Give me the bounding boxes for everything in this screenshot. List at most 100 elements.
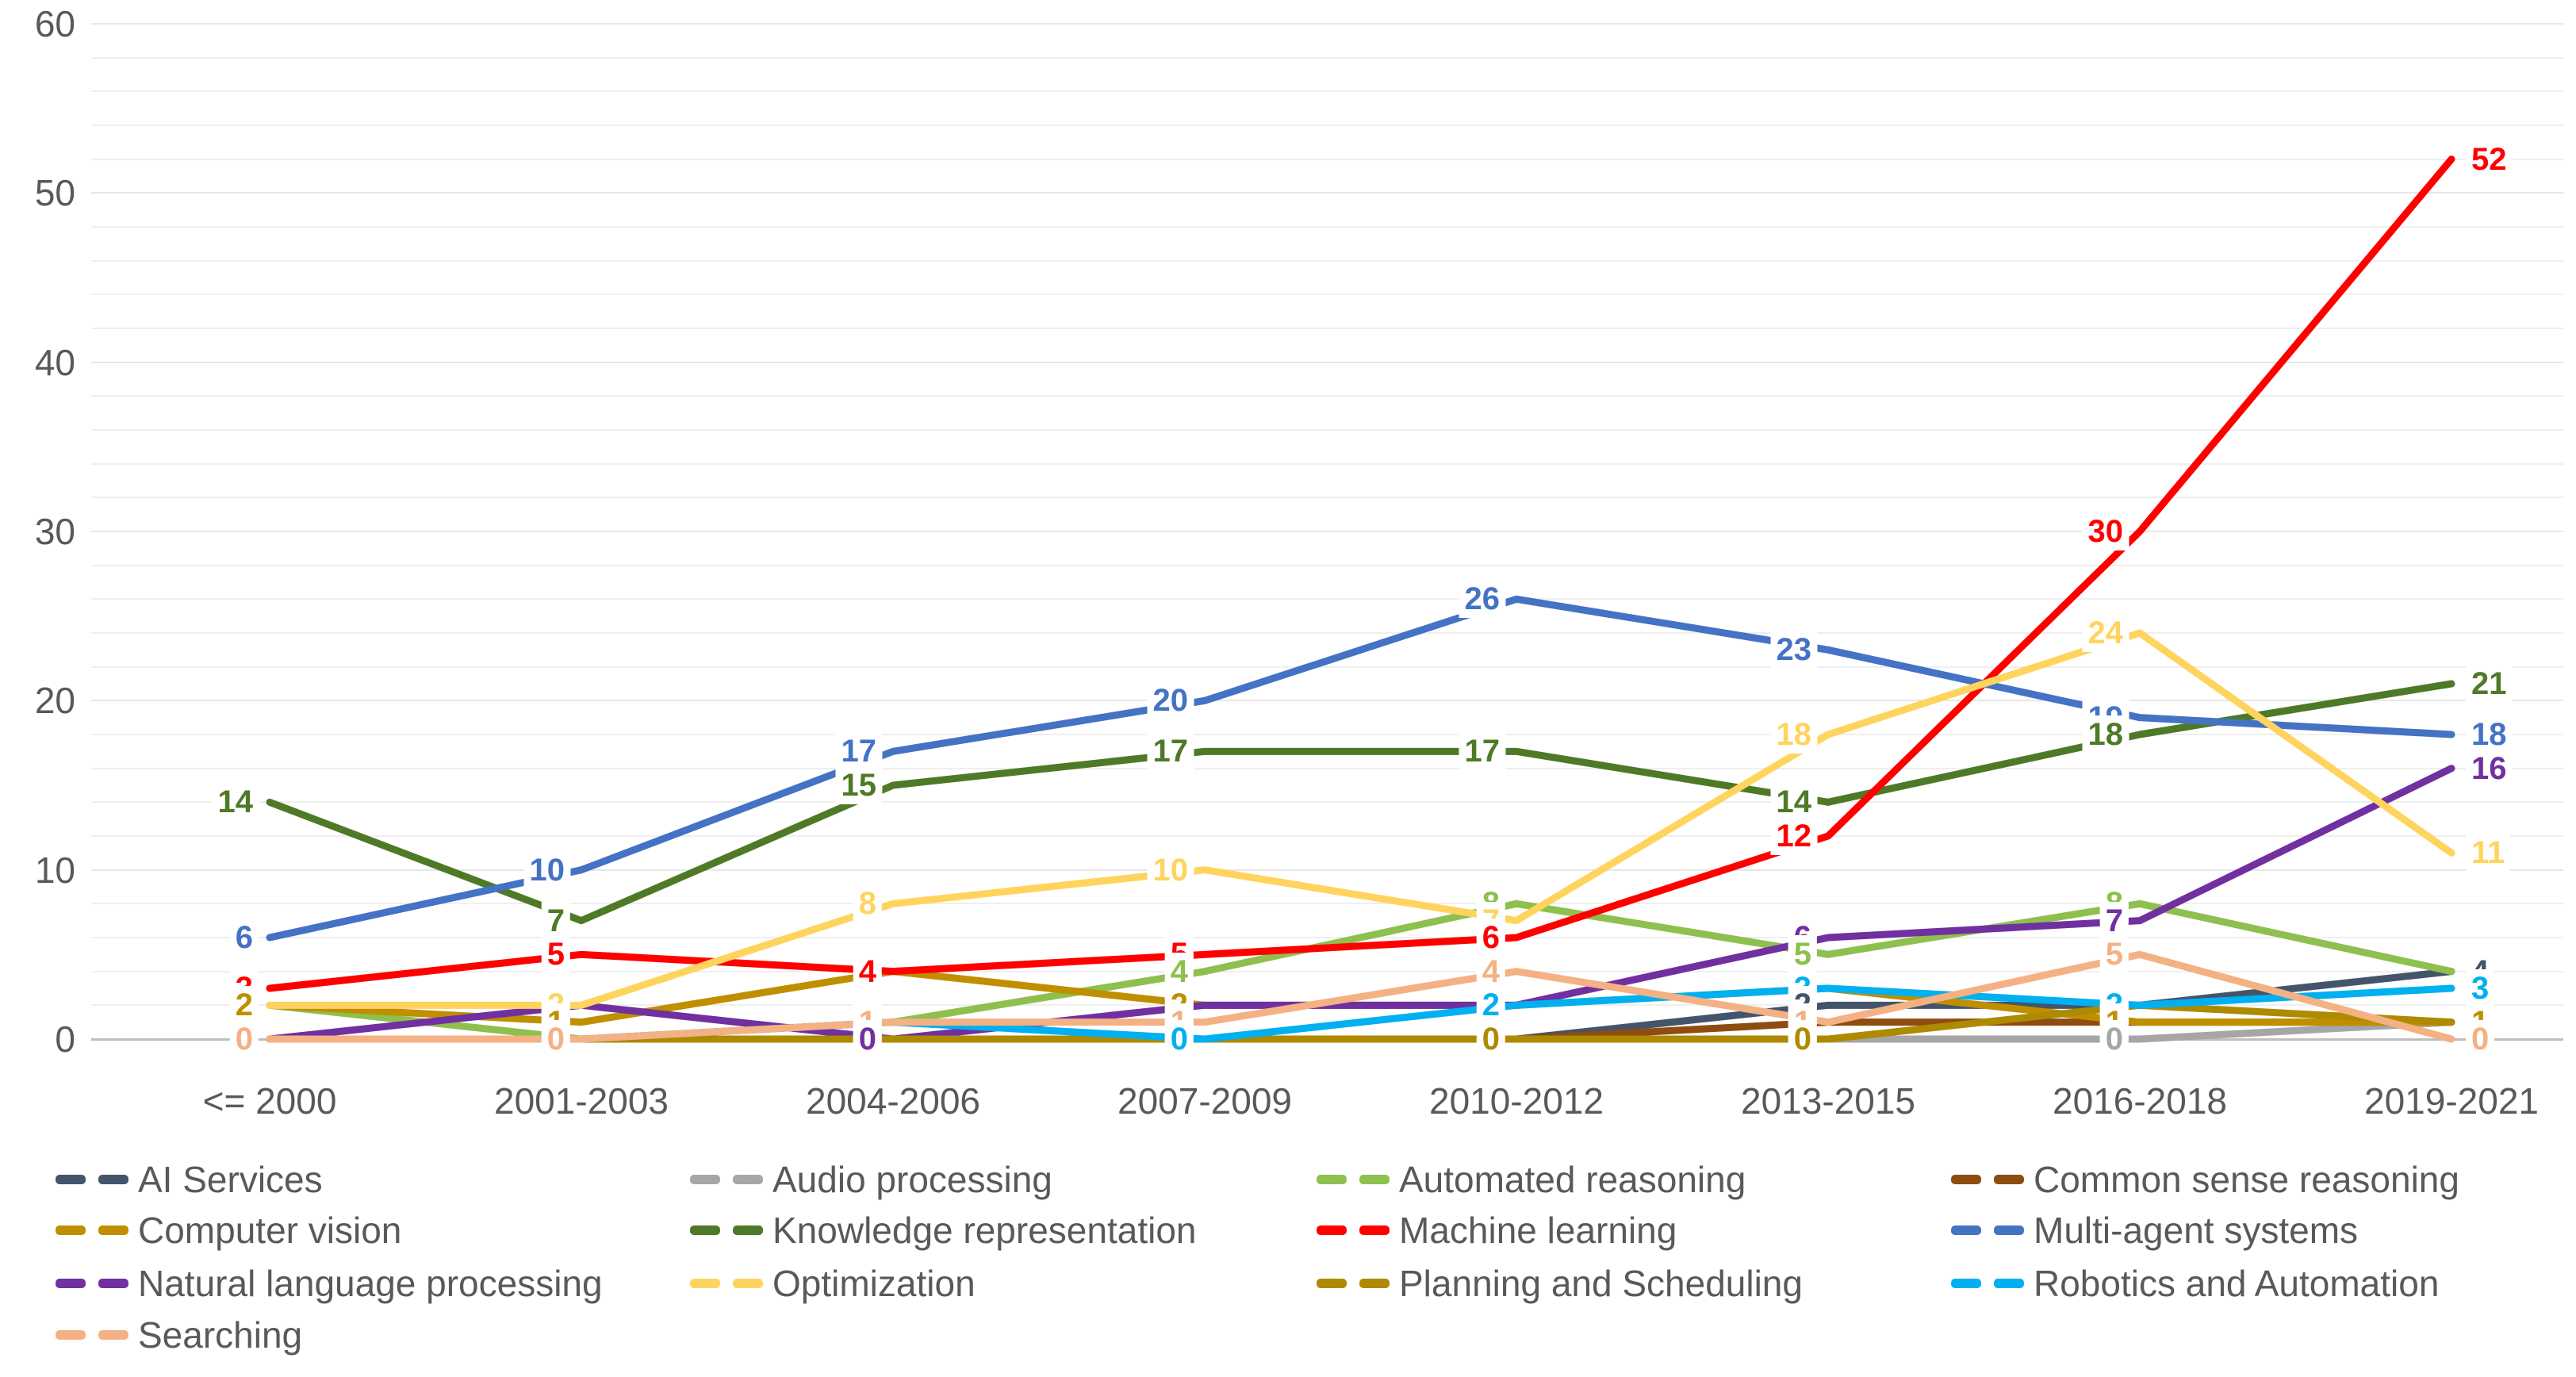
- legend-dash-icon: [1951, 1279, 1981, 1288]
- gridline: [91, 23, 2563, 25]
- gridline: [91, 90, 2563, 93]
- legend-label: Automated reasoning: [1399, 1159, 1746, 1200]
- gridline: [91, 632, 2563, 634]
- legend-item[interactable]: Machine learning: [1317, 1206, 1677, 1254]
- data-label: 2: [229, 986, 259, 1025]
- legend-dash-icon: [1951, 1175, 2024, 1184]
- y-tick-label: 60: [34, 3, 75, 44]
- gridline: [91, 259, 2563, 262]
- data-label: 2: [1476, 986, 1505, 1025]
- data-label: 4: [1476, 952, 1505, 991]
- gridline: [91, 564, 2563, 566]
- gridline: [91, 56, 2563, 59]
- legend-item[interactable]: Optimization: [690, 1260, 976, 1307]
- legend-item[interactable]: Knowledge representation: [690, 1206, 1196, 1254]
- legend-dash-icon: [56, 1225, 86, 1235]
- legend-label: Knowledge representation: [772, 1210, 1197, 1251]
- legend-dash-icon: [98, 1279, 128, 1288]
- data-label: 14: [212, 783, 259, 822]
- legend-dash-icon: [98, 1175, 128, 1184]
- gridline: [91, 462, 2563, 465]
- gridline: [91, 869, 2563, 871]
- x-tick-label: 2007-2009: [1117, 1080, 1292, 1122]
- legend-label: Computer vision: [138, 1210, 402, 1251]
- data-label: 0: [1476, 1020, 1505, 1058]
- legend-dash-icon: [56, 1175, 128, 1184]
- data-label: 15: [835, 766, 882, 804]
- data-label: 7: [2099, 901, 2129, 940]
- gridline: [91, 767, 2563, 769]
- data-label: 0: [1788, 1020, 1817, 1058]
- legend-item[interactable]: Automated reasoning: [1317, 1156, 1746, 1203]
- data-label: 18: [1770, 715, 1817, 754]
- legend-dash-icon: [733, 1279, 763, 1288]
- data-label: 5: [2099, 935, 2129, 974]
- data-label: 12: [1770, 817, 1817, 855]
- gridline: [91, 192, 2563, 194]
- data-label: 11: [2466, 834, 2511, 873]
- data-label: 17: [1147, 732, 1194, 771]
- gridline: [91, 429, 2563, 431]
- gridline: [91, 598, 2563, 600]
- gridline: [91, 531, 2563, 532]
- legend-label: AI Services: [138, 1159, 323, 1200]
- data-label: 0: [853, 1020, 882, 1058]
- data-label: 7: [541, 901, 570, 940]
- data-label: 0: [2466, 1020, 2495, 1058]
- gridline: [91, 835, 2563, 837]
- legend-item[interactable]: Robotics and Automation: [1951, 1260, 2439, 1307]
- gridline: [91, 801, 2563, 804]
- data-label: 10: [1147, 850, 1194, 889]
- legend-dash-icon: [690, 1175, 720, 1184]
- data-label: 0: [1164, 1020, 1194, 1058]
- data-label: 3: [2466, 969, 2495, 1007]
- x-tick-label: 2019-2021: [2364, 1080, 2539, 1122]
- gridline: [91, 970, 2563, 972]
- data-label: 16: [2466, 749, 2513, 788]
- legend-label: Natural language processing: [138, 1263, 603, 1304]
- data-label: 10: [523, 850, 570, 889]
- legend-dash-icon: [1317, 1175, 1347, 1184]
- legend-label: Optimization: [772, 1263, 976, 1304]
- legend-dash-icon: [690, 1225, 720, 1235]
- legend-item[interactable]: Computer vision: [56, 1206, 401, 1254]
- data-label: 18: [2082, 715, 2129, 754]
- data-label: 20: [1147, 681, 1194, 720]
- legend-label: Robotics and Automation: [2034, 1263, 2440, 1304]
- gridline: [91, 293, 2563, 296]
- gridline: [91, 395, 2563, 397]
- legend-dash-icon: [1317, 1225, 1347, 1235]
- data-label: 23: [1770, 631, 1817, 669]
- legend-dash-icon: [1951, 1175, 1981, 1184]
- data-label: 18: [2466, 715, 2513, 754]
- legend-item[interactable]: Planning and Scheduling: [1317, 1260, 1803, 1307]
- gridline: [91, 158, 2563, 160]
- legend-item[interactable]: Audio processing: [690, 1156, 1052, 1203]
- legend-item[interactable]: Searching: [56, 1311, 302, 1359]
- y-tick-label: 40: [34, 341, 75, 383]
- data-label: 21: [2466, 665, 2513, 703]
- legend-dash-icon: [1359, 1225, 1390, 1235]
- data-label: 24: [2082, 614, 2129, 652]
- legend-dash-icon: [56, 1175, 86, 1184]
- legend-dash-icon: [690, 1225, 763, 1235]
- legend-item[interactable]: Natural language processing: [56, 1260, 603, 1307]
- legend-label: Audio processing: [772, 1159, 1052, 1200]
- data-label: 0: [2099, 1020, 2129, 1058]
- legend-dash-icon: [56, 1279, 128, 1288]
- legend-item[interactable]: AI Services: [56, 1156, 323, 1203]
- series-line: [266, 155, 2455, 992]
- legend-dash-icon: [733, 1225, 763, 1235]
- y-tick-label: 10: [34, 849, 75, 891]
- legend-dash-icon: [690, 1279, 763, 1288]
- gridline: [91, 937, 2563, 938]
- legend-item[interactable]: Multi-agent systems: [1951, 1206, 2358, 1254]
- data-label: 4: [853, 952, 882, 991]
- legend-item[interactable]: Common sense reasoning: [1951, 1156, 2459, 1203]
- data-label: 0: [541, 1020, 570, 1058]
- gridline: [91, 497, 2563, 499]
- data-label: 4: [1164, 952, 1194, 991]
- legend-label: Common sense reasoning: [2034, 1159, 2459, 1200]
- legend-label: Searching: [138, 1314, 303, 1356]
